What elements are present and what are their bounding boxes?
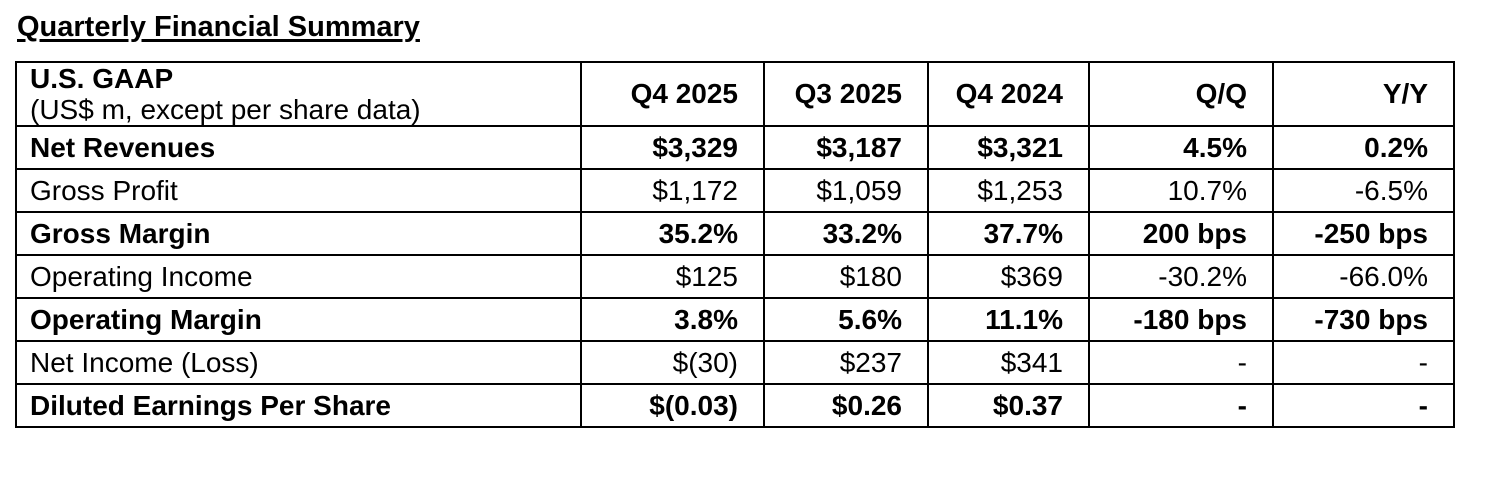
cell-qq: - xyxy=(1088,383,1274,428)
cell-q4-2024: $369 xyxy=(927,254,1090,299)
cell-yy: - xyxy=(1272,340,1455,385)
cell-q4-2025: 35.2% xyxy=(580,211,765,256)
cell-q4-2025: $(0.03) xyxy=(580,383,765,428)
cell-qq: 10.7% xyxy=(1088,168,1274,213)
cell-qq: -30.2% xyxy=(1088,254,1274,299)
cell-q4-2025: $(30) xyxy=(580,340,765,385)
cell-q3-2025: $1,059 xyxy=(763,168,929,213)
row-label: Net Income (Loss) xyxy=(15,340,582,385)
cell-qq: 4.5% xyxy=(1088,125,1274,170)
table-row-gross-profit: Gross Profit $1,172 $1,059 $1,253 10.7% … xyxy=(15,168,1455,213)
financial-summary-table: U.S. GAAP (US$ m, except per share data)… xyxy=(15,61,1455,428)
cell-q3-2025: $180 xyxy=(763,254,929,299)
cell-qq: -180 bps xyxy=(1088,297,1274,342)
cell-q4-2024: 11.1% xyxy=(927,297,1090,342)
row-label: Gross Margin xyxy=(15,211,582,256)
cell-q4-2024: 37.7% xyxy=(927,211,1090,256)
row-label: Operating Margin xyxy=(15,297,582,342)
cell-q4-2025: 3.8% xyxy=(580,297,765,342)
header-gaap-title: U.S. GAAP xyxy=(30,63,174,94)
cell-yy: -730 bps xyxy=(1272,297,1455,342)
cell-qq: 200 bps xyxy=(1088,211,1274,256)
table-row-diluted-eps: Diluted Earnings Per Share $(0.03) $0.26… xyxy=(15,383,1455,428)
cell-q4-2024: $3,321 xyxy=(927,125,1090,170)
header-gaap-subtitle: (US$ m, except per share data) xyxy=(30,94,421,125)
cell-q4-2025: $3,329 xyxy=(580,125,765,170)
table-row-net-revenues: Net Revenues $3,329 $3,187 $3,321 4.5% 0… xyxy=(15,125,1455,170)
cell-q4-2024: $0.37 xyxy=(927,383,1090,428)
header-col-q4-2024: Q4 2024 xyxy=(927,61,1090,127)
cell-q3-2025: $3,187 xyxy=(763,125,929,170)
header-gaap-cell: U.S. GAAP (US$ m, except per share data) xyxy=(15,61,582,127)
cell-yy: - xyxy=(1272,383,1455,428)
cell-q4-2025: $125 xyxy=(580,254,765,299)
page-title: Quarterly Financial Summary xyxy=(17,11,420,43)
cell-yy: -6.5% xyxy=(1272,168,1455,213)
table-row-operating-margin: Operating Margin 3.8% 5.6% 11.1% -180 bp… xyxy=(15,297,1455,342)
row-label: Diluted Earnings Per Share xyxy=(15,383,582,428)
row-label: Gross Profit xyxy=(15,168,582,213)
cell-q3-2025: 33.2% xyxy=(763,211,929,256)
cell-yy: -66.0% xyxy=(1272,254,1455,299)
header-col-q3-2025: Q3 2025 xyxy=(763,61,929,127)
table-row-operating-income: Operating Income $125 $180 $369 -30.2% -… xyxy=(15,254,1455,299)
cell-yy: 0.2% xyxy=(1272,125,1455,170)
row-label: Operating Income xyxy=(15,254,582,299)
header-col-qq: Q/Q xyxy=(1088,61,1274,127)
header-col-q4-2025: Q4 2025 xyxy=(580,61,765,127)
cell-q3-2025: $0.26 xyxy=(763,383,929,428)
row-label: Net Revenues xyxy=(15,125,582,170)
table-row-gross-margin: Gross Margin 35.2% 33.2% 37.7% 200 bps -… xyxy=(15,211,1455,256)
cell-q3-2025: $237 xyxy=(763,340,929,385)
table-header-row: U.S. GAAP (US$ m, except per share data)… xyxy=(15,61,1455,127)
cell-qq: - xyxy=(1088,340,1274,385)
cell-yy: -250 bps xyxy=(1272,211,1455,256)
cell-q4-2025: $1,172 xyxy=(580,168,765,213)
header-col-yy: Y/Y xyxy=(1272,61,1455,127)
cell-q4-2024: $1,253 xyxy=(927,168,1090,213)
cell-q3-2025: 5.6% xyxy=(763,297,929,342)
document-page: Quarterly Financial Summary U.S. GAAP (U… xyxy=(15,11,1455,428)
table-row-net-income-loss: Net Income (Loss) $(30) $237 $341 - - xyxy=(15,340,1455,385)
cell-q4-2024: $341 xyxy=(927,340,1090,385)
